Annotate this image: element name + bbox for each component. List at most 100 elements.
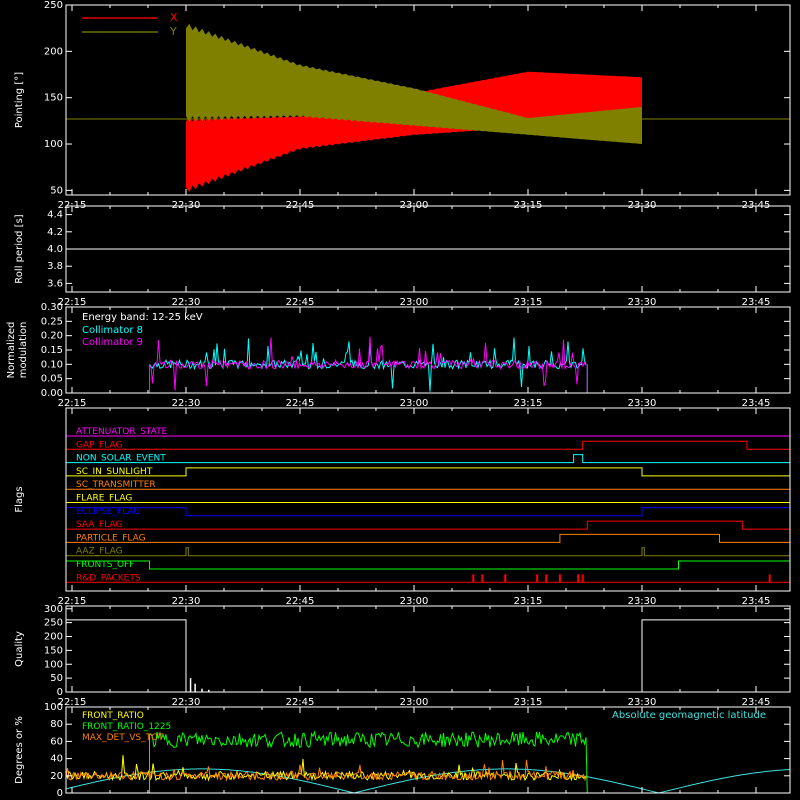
- modulation-y-tick-label: 0.15: [41, 345, 63, 356]
- quality-y-tick-label: 300: [44, 604, 63, 615]
- roll-x-tick-label: 22:15: [58, 297, 87, 308]
- panel-frame-6: [65, 706, 791, 794]
- quality-y-axis-label: Quality: [14, 631, 25, 667]
- modulation-x-tick-label: 23:45: [742, 398, 771, 409]
- ratio-y-tick-label: 20: [50, 771, 63, 782]
- roll-x-tick-label: 23:30: [628, 297, 657, 308]
- flag-label-NON_SOLAR_EVENT: NON_SOLAR_EVENT: [76, 454, 166, 464]
- flag-line-GAP_FLAG: [66, 440, 790, 450]
- quality-x-tick-label: 23:00: [400, 697, 429, 708]
- roll-x-tick-label: 23:15: [514, 297, 543, 308]
- quality-y-tick-label: 250: [44, 618, 63, 629]
- quality-line: [66, 619, 790, 693]
- flag-label-GAP_FLAG: GAP_FLAG: [76, 440, 122, 450]
- modulation-y-tick-label: 0.20: [41, 331, 63, 342]
- quality-y-tick-label: 150: [44, 645, 63, 656]
- ratio-annotation: Absolute geomagnetic latitude: [612, 710, 766, 721]
- pointing-y-tick-label: 100: [44, 139, 63, 150]
- pointing-x-tick-label: 22:45: [286, 200, 315, 211]
- roll-x-tick-label: 23:00: [400, 297, 429, 308]
- ratio-legend-FRONT_RATIO_1225: FRONT_RATIO_1225: [82, 722, 171, 732]
- quality-x-tick-label: 22:30: [172, 697, 201, 708]
- modulation-y-tick-label: 0.00: [41, 388, 63, 399]
- flag-line-SAA_FLAG: [66, 520, 790, 530]
- modulation-x-tick-label: 23:30: [628, 398, 657, 409]
- flag-line-NON_SOLAR_EVENT: [66, 454, 790, 464]
- roll-y-axis-label: Roll period [s]: [14, 214, 25, 283]
- quality-y-tick-label: 50: [50, 673, 63, 684]
- flag-label-SC_TRANSMITTER: SC_TRANSMITTER: [76, 480, 156, 490]
- pointing-y-tick-label: 200: [44, 46, 63, 57]
- flag-label-ATTENUATOR_STATE: ATTENUATOR_STATE: [76, 427, 168, 437]
- modulation-y-tick-label: 0.10: [41, 359, 63, 370]
- quality-y-tick-label: 200: [44, 632, 63, 643]
- flags-x-tick-label: 23:30: [628, 596, 657, 607]
- pointing-y-tick-label: 250: [44, 0, 63, 11]
- pointing-legend-label-X: X: [170, 11, 178, 24]
- roll-x-tick-label: 23:45: [742, 297, 771, 308]
- modulation-y-tick-label: 0.25: [41, 316, 63, 327]
- modulation-y-axis-label-line2: modulation: [18, 322, 29, 379]
- modulation-legend-title: Energy band: 12-25 keV: [82, 312, 203, 323]
- ratio-y-tick-label: 80: [50, 719, 63, 730]
- pointing-x-tick-label: 23:45: [742, 200, 771, 211]
- modulation-legend-Collimator 8: Collimator 8: [82, 325, 143, 336]
- modulation-x-tick-label: 22:30: [172, 398, 201, 409]
- modulation-legend-Collimator 9: Collimator 9: [82, 337, 143, 348]
- flag-label-AAZ_FLAG: AAZ_FLAG: [76, 547, 123, 557]
- flag-label-R&D_PACKETS: R&D_PACKETS: [76, 573, 141, 583]
- modulation-x-tick-label: 23:15: [514, 398, 543, 409]
- flag-line-SC_IN_SUNLIGHT: [66, 467, 790, 477]
- ratio-series-FRONT_RATIO_1225: [66, 730, 790, 794]
- flags-x-tick-label: 23:15: [514, 596, 543, 607]
- flags-y-axis-label: Flags: [14, 486, 25, 512]
- flags-x-tick-label: 22:15: [58, 596, 87, 607]
- quality-y-tick-label: 100: [44, 659, 63, 670]
- flag-line-FRONTS_OFF: [66, 560, 790, 570]
- panel-frame-1: [65, 4, 791, 196]
- flag-line-PARTICLE_FLAG: [66, 533, 790, 543]
- panel-frame-4: [65, 407, 791, 592]
- quality-x-tick-label: 23:15: [514, 697, 543, 708]
- pointing-series-X: [186, 71, 642, 192]
- flags-x-tick-label: 23:00: [400, 596, 429, 607]
- roll-y-tick-label: 3.8: [47, 261, 63, 272]
- modulation-y-tick-label: 0.30: [41, 302, 63, 313]
- flag-label-SAA_FLAG: SAA_FLAG: [76, 520, 122, 530]
- flags-x-tick-label: 22:30: [172, 596, 201, 607]
- flag-label-PARTICLE_FLAG: PARTICLE_FLAG: [76, 533, 146, 543]
- quality-y-tick-label: 0: [57, 687, 63, 698]
- pointing-y-tick-label: 50: [50, 185, 63, 196]
- pointing-x-tick-label: 22:30: [172, 200, 201, 211]
- pointing-legend-label-Y: Y: [169, 25, 177, 38]
- quality-x-tick-label: 22:45: [286, 697, 315, 708]
- pointing-x-tick-label: 22:15: [58, 200, 87, 211]
- flags-x-tick-label: 23:45: [742, 596, 771, 607]
- roll-x-tick-label: 22:45: [286, 297, 315, 308]
- pointing-x-tick-label: 23:30: [628, 200, 657, 211]
- pointing-y-axis-label: Pointing [°]: [14, 72, 25, 128]
- ratio-y-tick-label: 100: [44, 702, 63, 713]
- ratio-y-tick-label: 60: [50, 736, 63, 747]
- modulation-y-axis-label-line1: Normalized: [6, 322, 17, 379]
- flag-label-FLARE_FLAG: FLARE_FLAG: [76, 494, 132, 504]
- modulation-series-Collimator 9: [149, 336, 587, 391]
- pointing-x-tick-label: 23:15: [514, 200, 543, 211]
- pointing-x-tick-label: 23:00: [400, 200, 429, 211]
- roll-y-tick-label: 4.0: [47, 244, 63, 255]
- roll-y-tick-label: 4.4: [47, 210, 63, 221]
- modulation-x-tick-label: 22:45: [286, 398, 315, 409]
- flag-label-SC_IN_SUNLIGHT: SC_IN_SUNLIGHT: [76, 467, 153, 477]
- modulation-y-tick-label: 0.05: [41, 374, 63, 385]
- flag-line-ECLIPSE_FLAG: [66, 507, 790, 517]
- panel-frame-5: [65, 605, 791, 693]
- roll-y-tick-label: 3.6: [47, 278, 63, 289]
- modulation-x-tick-label: 22:15: [58, 398, 87, 409]
- quality-x-tick-label: 22:15: [58, 697, 87, 708]
- flags-x-tick-label: 22:45: [286, 596, 315, 607]
- modulation-x-tick-label: 23:00: [400, 398, 429, 409]
- ratio-y-tick-label: 40: [50, 754, 63, 765]
- ratio-legend-FRONT_RATIO: FRONT_RATIO: [82, 711, 144, 721]
- flag-line-AAZ_FLAG: [66, 547, 790, 557]
